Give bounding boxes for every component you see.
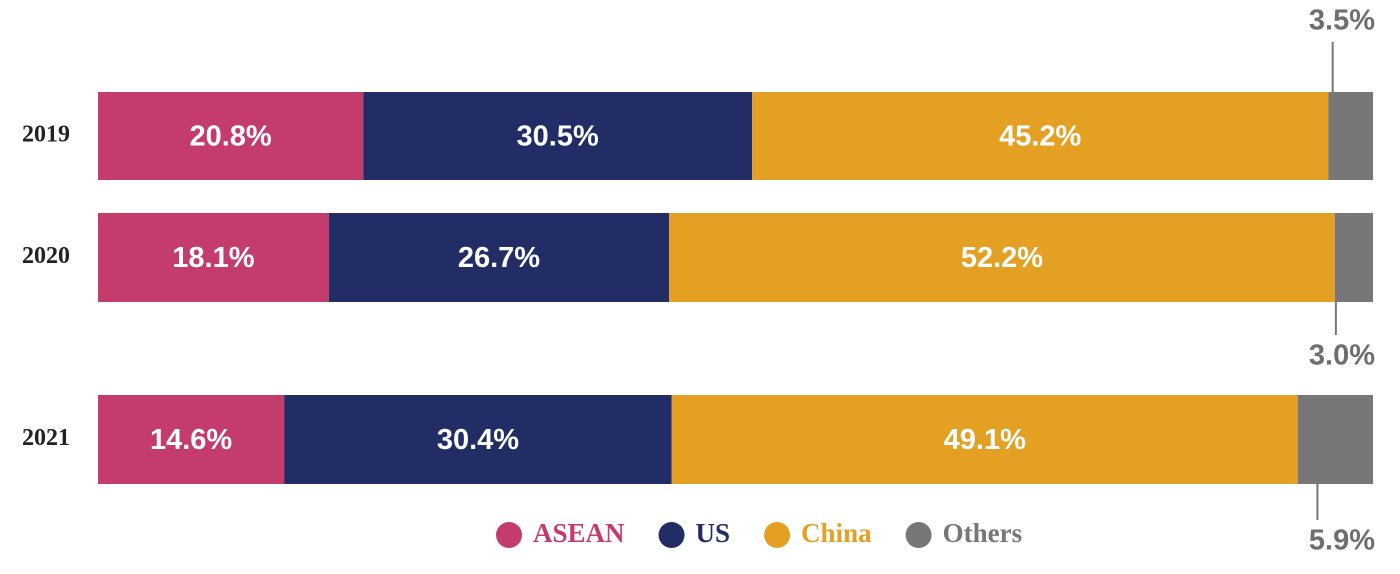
legend-swatch (658, 522, 685, 548)
bar-segment (363, 92, 753, 180)
value-label: 45.2% (999, 121, 1081, 153)
bar-segment (752, 92, 1329, 180)
bar-segment (98, 395, 285, 484)
value-label: 3.5% (1309, 5, 1375, 37)
value-label: 30.4% (437, 424, 519, 456)
value-label: 3.0% (1309, 340, 1375, 372)
value-label: 52.2% (961, 242, 1043, 274)
value-label: 26.7% (458, 242, 540, 274)
value-label: 5.9% (1309, 525, 1375, 557)
legend-label: Others (943, 518, 1022, 548)
bar-segment (671, 395, 1298, 484)
value-label: 20.8% (189, 121, 271, 153)
category-label: 2019 (22, 122, 70, 148)
value-label: 49.1% (944, 424, 1026, 456)
category-label: 2021 (22, 425, 70, 451)
legend-label: US (696, 518, 731, 548)
bar-segment (328, 213, 670, 302)
category-label: 2020 (22, 243, 70, 269)
bar-segment (98, 92, 364, 180)
value-label: 14.6% (150, 424, 232, 456)
value-label: 18.1% (172, 242, 254, 274)
bar-segment (1297, 395, 1373, 484)
bar-segment (1328, 92, 1373, 180)
legend-swatch (764, 522, 791, 548)
legend-swatch (496, 522, 522, 548)
legend-swatch (905, 522, 932, 548)
bar-segment (284, 395, 672, 484)
legend-label: China (801, 518, 872, 548)
value-label: 30.5% (517, 121, 599, 153)
bar-segment (1334, 213, 1373, 302)
bar-segment (669, 213, 1335, 302)
bar-segment (98, 213, 329, 302)
legend-label: ASEAN (533, 518, 625, 548)
